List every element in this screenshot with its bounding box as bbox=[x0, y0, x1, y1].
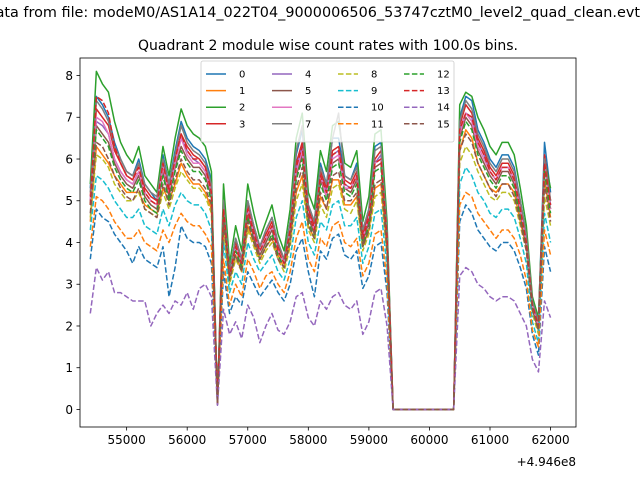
series-line-13 bbox=[89, 95, 552, 411]
legend-label-6: 6 bbox=[305, 103, 311, 114]
legend-label-12: 12 bbox=[437, 70, 450, 81]
series-line-12 bbox=[89, 120, 552, 411]
y-tick-label: 4 bbox=[65, 236, 73, 250]
legend-label-7: 7 bbox=[305, 119, 311, 130]
chart-title: Quadrant 2 module wise count rates with … bbox=[138, 38, 518, 54]
legend-label-2: 2 bbox=[239, 103, 245, 114]
legend-label-14: 14 bbox=[437, 103, 450, 114]
series-line-14 bbox=[89, 266, 552, 411]
y-tick-label: 5 bbox=[65, 194, 73, 208]
legend-label-8: 8 bbox=[371, 70, 377, 81]
y-tick-label: 2 bbox=[65, 319, 73, 333]
legend-label-15: 15 bbox=[437, 119, 450, 130]
series-line-9 bbox=[89, 166, 552, 411]
x-tick-label: 56000 bbox=[168, 433, 206, 447]
y-tick-label: 6 bbox=[65, 152, 73, 166]
x-axis: 55000 56000 57000 58000 59000 60000 61000 62000 bbox=[108, 427, 570, 447]
y-tick-label: 3 bbox=[65, 278, 73, 292]
y-axis: 0 1 2 3 4 5 6 7 8 bbox=[65, 69, 80, 417]
x-tick-label: 62000 bbox=[531, 433, 569, 447]
legend-label-5: 5 bbox=[305, 86, 311, 97]
series-line-7 bbox=[89, 99, 552, 411]
plot-lines bbox=[89, 70, 552, 411]
legend-label-1: 1 bbox=[239, 86, 245, 97]
y-tick-label: 8 bbox=[65, 69, 73, 83]
legend-label-13: 13 bbox=[437, 86, 450, 97]
series-line-10 bbox=[89, 204, 552, 411]
x-tick-label: 57000 bbox=[229, 433, 267, 447]
x-tick-label: 60000 bbox=[410, 433, 448, 447]
x-tick-label: 55000 bbox=[108, 433, 146, 447]
x-offset-label: +4.946e8 bbox=[517, 455, 576, 469]
y-tick-label: 7 bbox=[65, 111, 73, 125]
legend-label-4: 4 bbox=[305, 70, 311, 81]
legend-label-3: 3 bbox=[239, 119, 245, 130]
x-tick-label: 61000 bbox=[471, 433, 509, 447]
x-tick-label: 58000 bbox=[289, 433, 327, 447]
y-tick-label: 1 bbox=[65, 361, 73, 375]
legend-box bbox=[200, 60, 455, 143]
series-line-15 bbox=[89, 133, 552, 411]
figure-suptitle: Data from file: modeM0/AS1A14_022T04_900… bbox=[0, 5, 640, 21]
x-tick-label: 59000 bbox=[350, 433, 388, 447]
legend-label-10: 10 bbox=[371, 103, 384, 114]
series-line-2 bbox=[89, 70, 552, 411]
legend-label-9: 9 bbox=[371, 86, 377, 97]
legend-label-11: 11 bbox=[371, 119, 384, 130]
series-line-8 bbox=[89, 145, 552, 411]
series-line-11 bbox=[89, 191, 552, 411]
y-tick-label: 0 bbox=[65, 403, 73, 417]
legend-label-0: 0 bbox=[239, 70, 245, 81]
